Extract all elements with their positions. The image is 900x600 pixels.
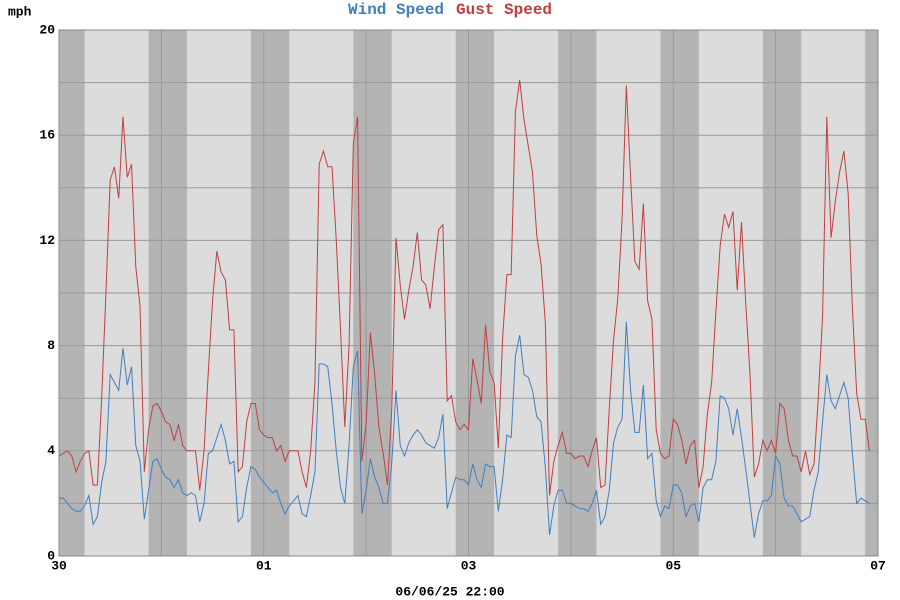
y-tick-label: 8 <box>47 338 55 353</box>
y-tick-label: 16 <box>39 128 55 143</box>
y-tick-label: 0 <box>47 548 55 563</box>
x-tick-label: 30 <box>51 558 67 573</box>
x-axis-label: 06/06/25 22:00 <box>395 584 504 599</box>
y-axis-label: mph <box>8 4 32 19</box>
x-tick-label: 01 <box>256 558 272 573</box>
legend-entry: Gust Speed <box>456 1 552 19</box>
data-line <box>58 79 870 496</box>
y-tick-label: 20 <box>39 22 55 37</box>
x-tick-label: 05 <box>665 558 681 573</box>
x-tick-label: 03 <box>461 558 477 573</box>
x-tick-label: 07 <box>870 558 886 573</box>
legend-entry: Wind Speed <box>348 1 444 19</box>
data-line <box>59 321 870 538</box>
plot-frame <box>58 29 879 557</box>
y-tick-label: 12 <box>39 233 55 248</box>
y-tick-label: 4 <box>47 443 55 458</box>
